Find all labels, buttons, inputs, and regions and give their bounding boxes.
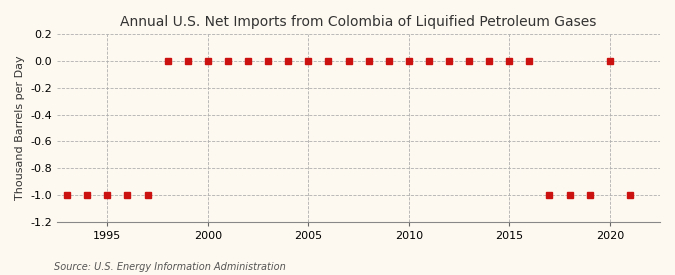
Y-axis label: Thousand Barrels per Day: Thousand Barrels per Day [15,56,25,200]
Title: Annual U.S. Net Imports from Colombia of Liquified Petroleum Gases: Annual U.S. Net Imports from Colombia of… [120,15,597,29]
Text: Source: U.S. Energy Information Administration: Source: U.S. Energy Information Administ… [54,262,286,272]
